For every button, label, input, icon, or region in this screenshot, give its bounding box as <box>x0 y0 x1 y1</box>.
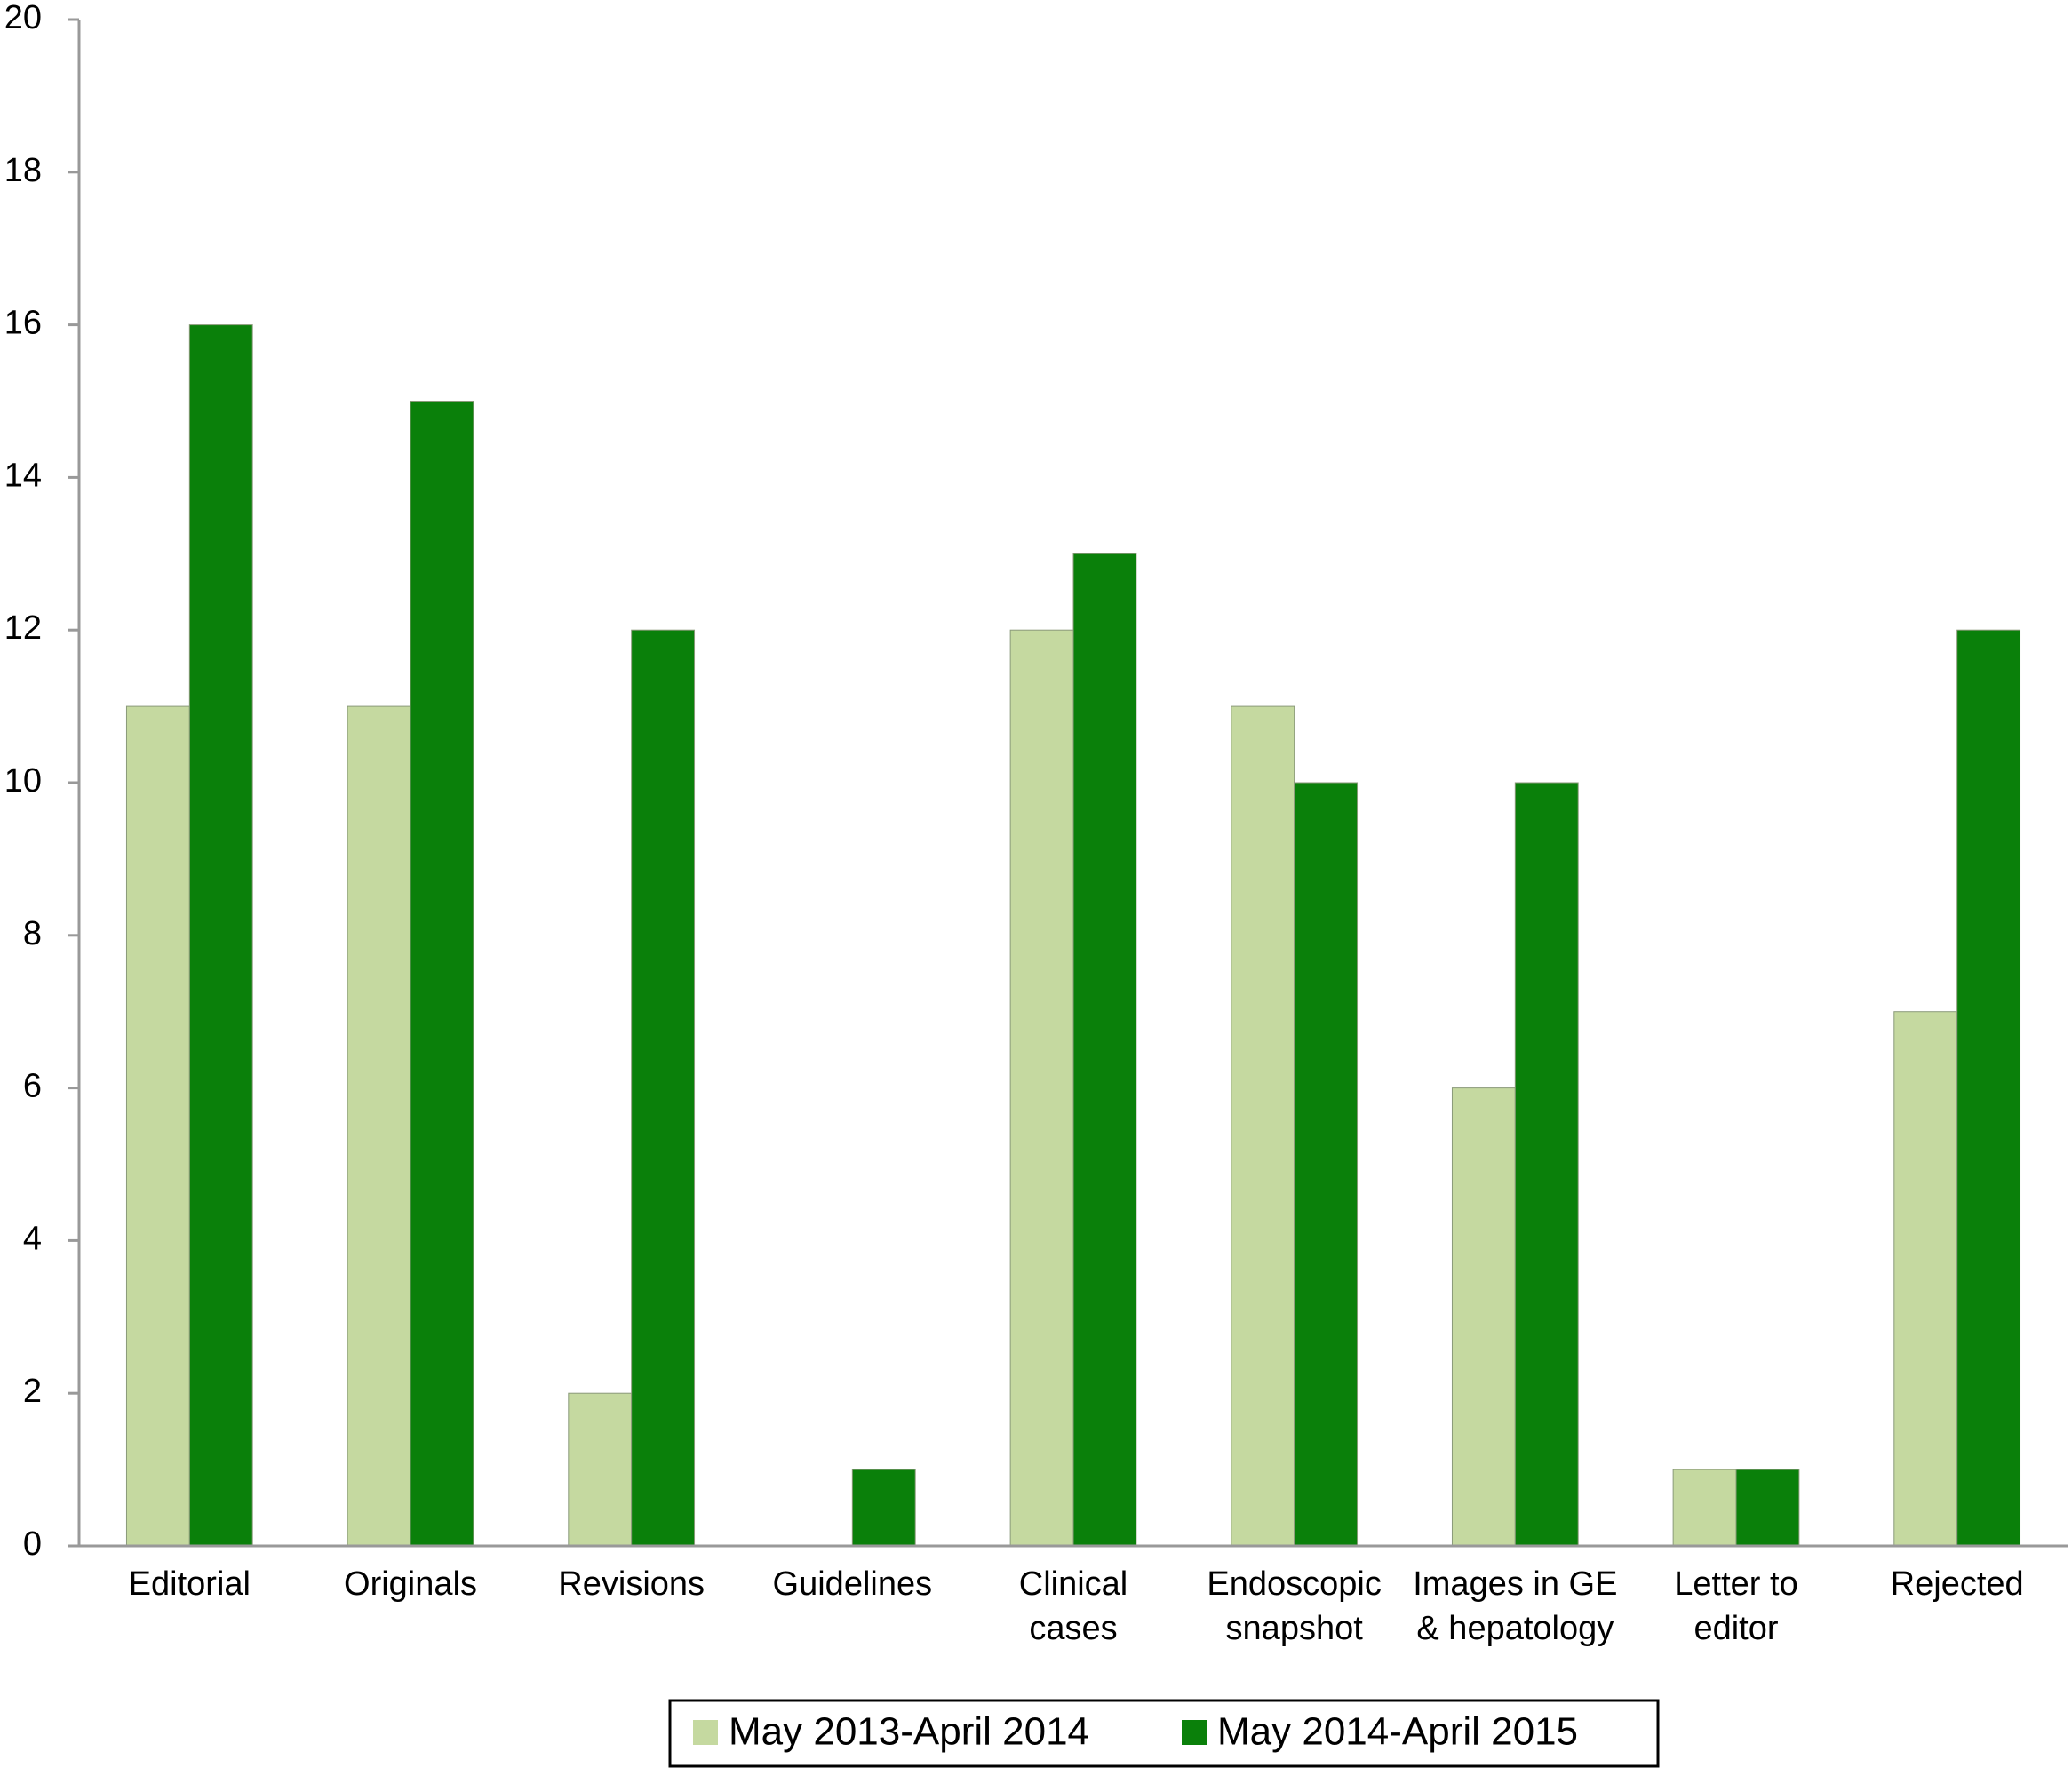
bar <box>1294 782 1359 1547</box>
x-tick-label: Clinical cases <box>1019 1565 1128 1647</box>
y-tick-label: 14 <box>4 457 42 494</box>
bar <box>347 705 411 1547</box>
bar <box>568 1392 633 1547</box>
legend-swatch <box>693 1720 718 1745</box>
x-tick-label: Guidelines <box>773 1565 933 1603</box>
bar <box>1072 553 1137 1547</box>
legend-swatch <box>1182 1720 1207 1745</box>
legend-box <box>668 1699 1660 1768</box>
x-tick-label: Originals <box>344 1565 477 1603</box>
y-tick-label: 2 <box>23 1373 42 1410</box>
bar <box>188 324 253 1547</box>
bar <box>1514 782 1579 1547</box>
x-tick-label: Letter to editor <box>1674 1565 1797 1647</box>
legend-label: May 2014-April 2015 <box>1217 1710 1578 1754</box>
bar <box>1893 1011 1958 1547</box>
bar <box>125 705 190 1547</box>
bar <box>1231 705 1295 1547</box>
bar <box>1009 629 1074 1547</box>
bar <box>1956 629 2021 1547</box>
bar <box>1451 1087 1516 1547</box>
x-tick-label: Editorial <box>129 1565 251 1603</box>
y-tick-label: 8 <box>23 915 42 952</box>
bar <box>631 629 696 1547</box>
x-tick-label: Revisions <box>558 1565 705 1603</box>
x-tick-label: Rejected <box>1891 1565 2024 1603</box>
y-tick-label: 20 <box>4 0 42 36</box>
x-tick-label: Images in GE & hepatology <box>1413 1565 1617 1647</box>
y-tick-label: 4 <box>23 1220 42 1257</box>
bar <box>410 401 474 1547</box>
bar <box>1672 1469 1737 1547</box>
y-tick-label: 12 <box>4 609 42 647</box>
legend-label: May 2013-April 2014 <box>729 1710 1089 1754</box>
bar <box>851 1469 916 1547</box>
x-tick-label: Endoscopic snapshot <box>1207 1565 1381 1647</box>
y-tick-label: 10 <box>4 762 42 800</box>
y-tick-label: 0 <box>23 1525 42 1563</box>
bar <box>1735 1469 1800 1547</box>
y-tick-label: 6 <box>23 1068 42 1105</box>
y-tick-label: 16 <box>4 305 42 342</box>
y-tick-label: 18 <box>4 152 42 189</box>
